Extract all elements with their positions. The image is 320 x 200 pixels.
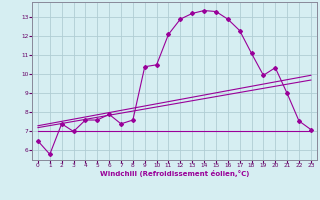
X-axis label: Windchill (Refroidissement éolien,°C): Windchill (Refroidissement éolien,°C) — [100, 170, 249, 177]
